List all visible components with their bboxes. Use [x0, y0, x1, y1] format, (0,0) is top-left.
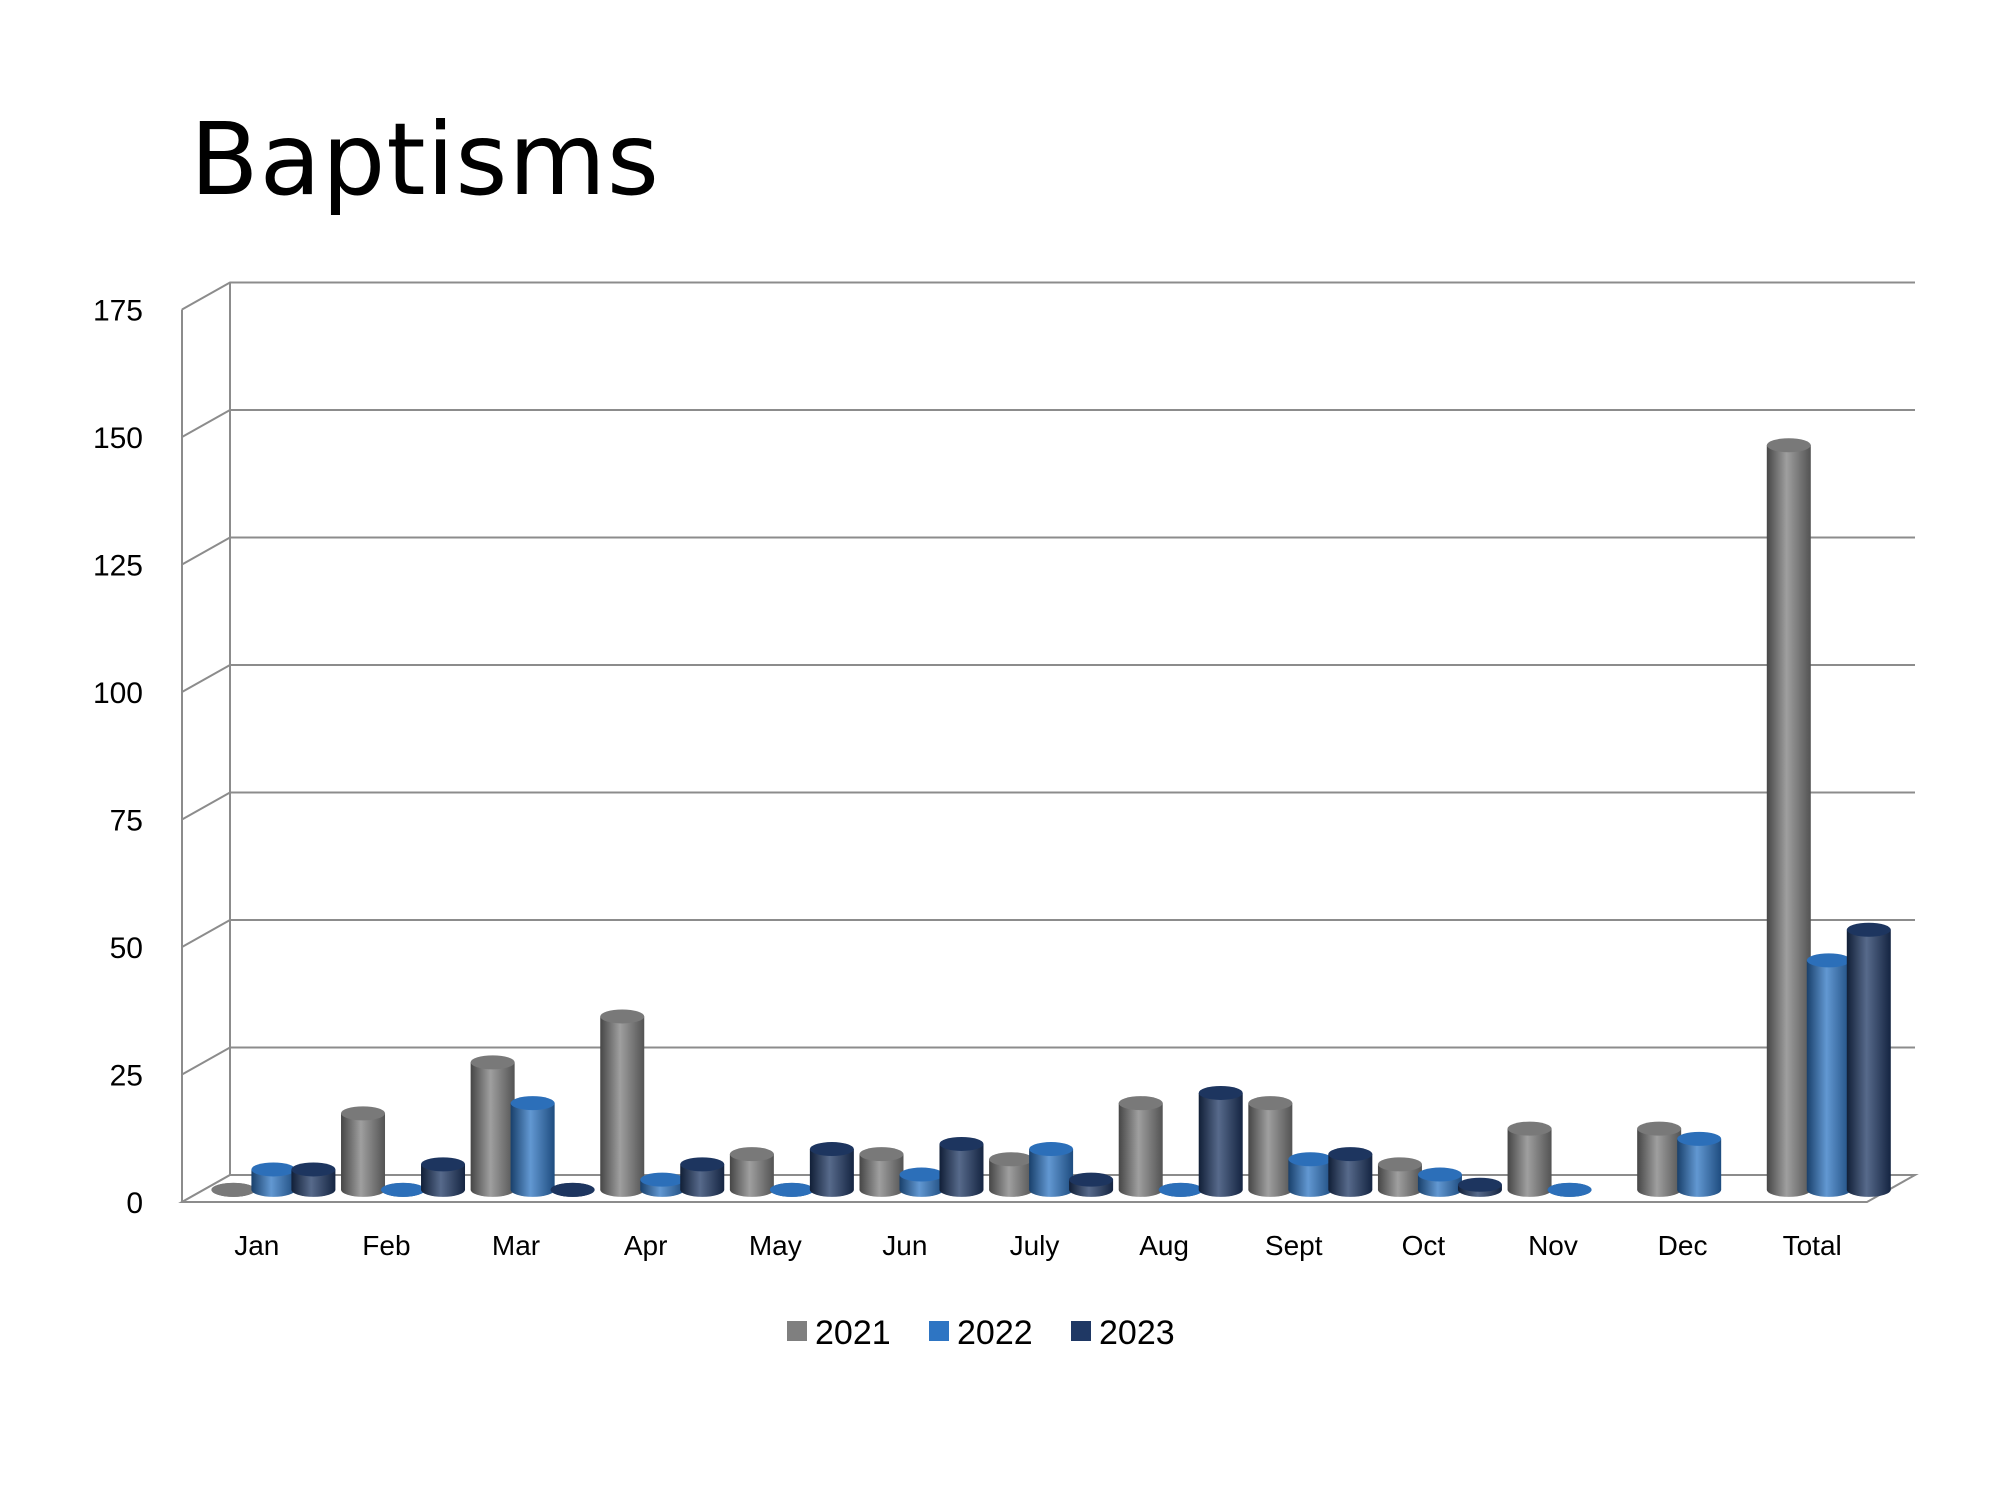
x-tick-label: Total [1783, 1230, 1842, 1261]
bar [899, 1167, 944, 1197]
y-tick-label: 150 [93, 422, 143, 455]
legend-item: 2022 [929, 1314, 1033, 1352]
bar [510, 1096, 555, 1197]
bar [1328, 1147, 1373, 1197]
legend-label: 2022 [957, 1314, 1033, 1352]
bar [1846, 922, 1891, 1197]
bar [1457, 1177, 1502, 1197]
y-tick-label: 50 [110, 932, 143, 965]
y-tick-label: 125 [93, 550, 143, 583]
gridline [181, 1046, 1915, 1076]
x-tick-label: Mar [492, 1230, 540, 1261]
bar [1248, 1096, 1293, 1197]
gridline [181, 409, 1915, 438]
x-tick-label: Apr [624, 1230, 668, 1261]
bar [1118, 1096, 1163, 1197]
bar [1069, 1172, 1114, 1197]
legend-item: 2023 [1071, 1314, 1175, 1352]
bar [1806, 953, 1851, 1197]
bar [421, 1157, 466, 1197]
bar [381, 1182, 426, 1197]
x-tick-label: Oct [1402, 1230, 1446, 1261]
bar [1029, 1142, 1074, 1197]
gridline [181, 664, 1915, 693]
bar [1637, 1121, 1682, 1197]
legend-swatch [929, 1321, 949, 1341]
bar [1377, 1157, 1422, 1197]
chart-title: Baptisms [190, 101, 660, 218]
bar [470, 1055, 515, 1197]
x-tick-label: Nov [1528, 1230, 1578, 1261]
x-axis-labels: Jan Feb Mar Apr May Jun July Aug Sept Oct Nov Dec To… [234, 1230, 1842, 1261]
x-tick-label: May [749, 1230, 802, 1261]
bar [1766, 438, 1811, 1197]
y-tick-label: 100 [93, 677, 143, 710]
bar [291, 1162, 336, 1197]
bar [1288, 1152, 1333, 1197]
x-tick-label: Aug [1139, 1230, 1189, 1261]
bar [251, 1162, 296, 1197]
y-tick-label: 0 [126, 1187, 143, 1220]
gridline [181, 791, 1915, 821]
x-tick-label: Jan [234, 1230, 279, 1261]
y-tick-label: 75 [110, 805, 143, 838]
gridline [181, 281, 1915, 311]
legend: 2021 2022 2023 [787, 1314, 1175, 1352]
gridlines [178, 281, 1919, 1203]
bar [600, 1009, 645, 1197]
bar [1198, 1085, 1243, 1197]
y-tick-label: 175 [93, 295, 143, 328]
bar [939, 1136, 984, 1197]
gridline [181, 919, 1915, 948]
bar [1158, 1182, 1203, 1197]
bar [769, 1182, 814, 1197]
x-tick-label: Dec [1658, 1230, 1708, 1261]
legend-item: 2021 [787, 1314, 891, 1352]
bar [211, 1182, 256, 1197]
bar [1417, 1167, 1462, 1197]
x-tick-label: July [1010, 1230, 1060, 1261]
bar [640, 1172, 685, 1197]
bar [989, 1152, 1034, 1197]
legend-swatch [787, 1321, 807, 1341]
bar [729, 1147, 774, 1197]
legend-label: 2023 [1099, 1314, 1175, 1352]
y-axis-ticks: 0 25 50 75 100 125 150 175 [93, 295, 143, 1221]
bar [1507, 1121, 1552, 1197]
x-tick-label: Sept [1265, 1230, 1323, 1261]
x-tick-label: Jun [882, 1230, 927, 1261]
bar [680, 1157, 725, 1197]
bar [859, 1147, 904, 1197]
bar [809, 1142, 854, 1197]
legend-label: 2021 [815, 1314, 891, 1352]
y-tick-label: 25 [110, 1060, 143, 1093]
bar [1547, 1182, 1592, 1197]
legend-swatch [1071, 1321, 1091, 1341]
bar [1677, 1131, 1722, 1197]
bar [550, 1182, 595, 1197]
x-tick-label: Feb [362, 1230, 410, 1261]
bars [211, 438, 1891, 1197]
gridline [181, 536, 1915, 566]
bar [341, 1106, 386, 1197]
